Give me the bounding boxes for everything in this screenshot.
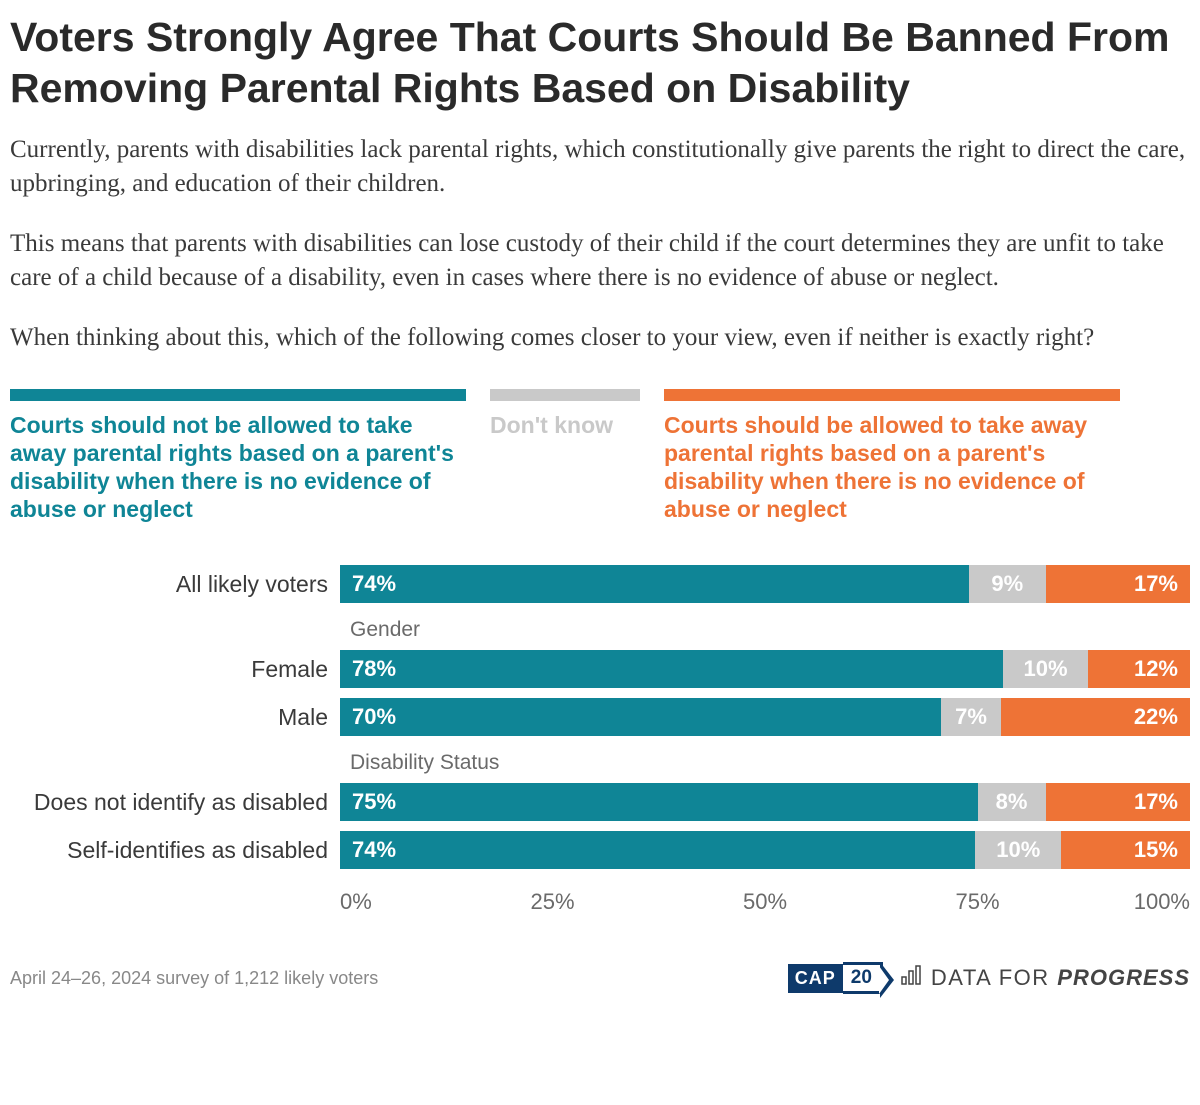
x-axis: 0% 25% 50% 75% 100% <box>340 889 1190 917</box>
section-label: Gender <box>350 618 1190 642</box>
row-label: Self-identifies as disabled <box>10 837 340 864</box>
stacked-bar-chart: All likely voters74%9%17%GenderFemale78%… <box>10 565 1190 869</box>
chart-row: Female78%10%12% <box>10 650 1190 688</box>
legend-item: Courts should not be allowed to take awa… <box>10 389 466 523</box>
axis-tick-label: 50% <box>743 889 787 915</box>
dfp-text: DATA FOR PROGRESS <box>931 965 1190 991</box>
legend-swatch <box>664 389 1120 401</box>
axis-tick-label: 25% <box>530 889 574 915</box>
bar-segment: 10% <box>975 831 1061 869</box>
stacked-bar: 70%7%22% <box>340 698 1190 736</box>
survey-info-text: April 24–26, 2024 survey of 1,212 likely… <box>10 968 378 989</box>
chart-row: Self-identifies as disabled74%10%15% <box>10 831 1190 869</box>
legend-swatch <box>10 389 466 401</box>
bar-segment: 8% <box>978 783 1046 821</box>
twenty-logo-text: 20 <box>843 962 883 994</box>
subtitle-paragraph: Currently, parents with disabilities lac… <box>10 133 1190 202</box>
stacked-bar: 74%9%17% <box>340 565 1190 603</box>
bar-segment: 74% <box>340 565 969 603</box>
cap-logo-text: CAP <box>788 964 843 993</box>
axis-tick-label: 0% <box>340 889 372 915</box>
legend-label: Don't know <box>490 411 640 439</box>
bar-segment: 9% <box>969 565 1046 603</box>
subtitle-paragraph: When thinking about this, which of the f… <box>10 321 1190 356</box>
bar-segment: 17% <box>1046 783 1191 821</box>
chart-subtitle: Currently, parents with disabilities lac… <box>10 133 1190 356</box>
stacked-bar: 78%10%12% <box>340 650 1190 688</box>
bar-segment: 15% <box>1061 831 1190 869</box>
logo-group: CAP 20 DATA FOR PROGRESS <box>788 962 1190 994</box>
bar-segment: 7% <box>941 698 1001 736</box>
row-label: Male <box>10 704 340 731</box>
chart-row: Male70%7%22% <box>10 698 1190 736</box>
chart-title: Voters Strongly Agree That Courts Should… <box>10 12 1190 115</box>
axis-tick-label: 75% <box>955 889 999 915</box>
row-label: Female <box>10 656 340 683</box>
legend-label: Courts should not be allowed to take awa… <box>10 411 466 523</box>
row-label: Does not identify as disabled <box>10 789 340 816</box>
row-label: All likely voters <box>10 571 340 598</box>
chart-row: All likely voters74%9%17% <box>10 565 1190 603</box>
legend-item: Don't know <box>490 389 640 523</box>
bar-segment: 22% <box>1001 698 1190 736</box>
stacked-bar: 74%10%15% <box>340 831 1190 869</box>
data-for-progress-logo: DATA FOR PROGRESS <box>901 965 1190 991</box>
chart-row: Does not identify as disabled75%8%17% <box>10 783 1190 821</box>
bar-segment: 12% <box>1088 650 1190 688</box>
subtitle-paragraph: This means that parents with disabilitie… <box>10 227 1190 296</box>
axis-tick-label: 100% <box>1134 889 1190 915</box>
bar-segment: 10% <box>1003 650 1088 688</box>
stacked-bar: 75%8%17% <box>340 783 1190 821</box>
legend-swatch <box>490 389 640 401</box>
bar-segment: 17% <box>1046 565 1191 603</box>
bar-segment: 78% <box>340 650 1003 688</box>
chart-footer: April 24–26, 2024 survey of 1,212 likely… <box>10 962 1190 994</box>
bar-segment: 70% <box>340 698 941 736</box>
legend-label: Courts should be allowed to take away pa… <box>664 411 1120 523</box>
bar-segment: 75% <box>340 783 978 821</box>
section-label: Disability Status <box>350 751 1190 775</box>
chart-legend: Courts should not be allowed to take awa… <box>10 389 1190 523</box>
cap20-logo: CAP 20 <box>788 962 883 994</box>
bar-chart-icon <box>901 965 923 991</box>
bar-segment: 74% <box>340 831 975 869</box>
legend-item: Courts should be allowed to take away pa… <box>664 389 1120 523</box>
